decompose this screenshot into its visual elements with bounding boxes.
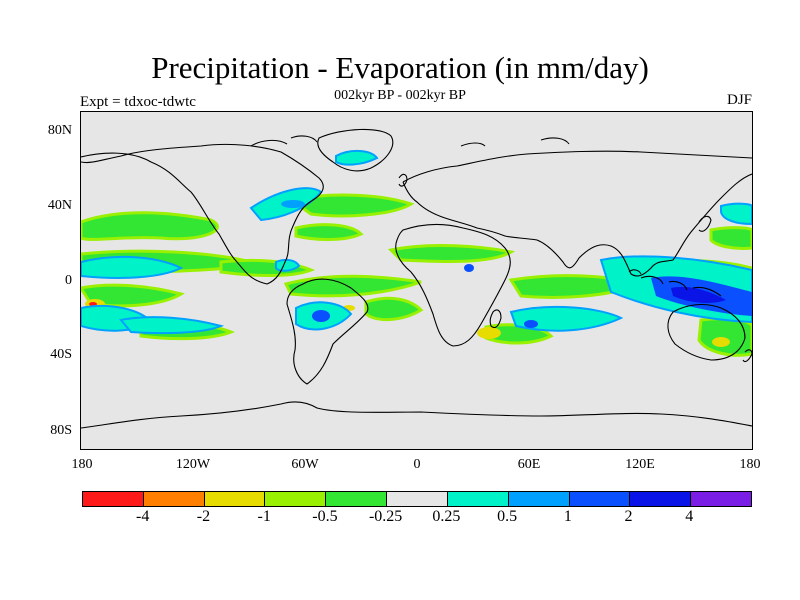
experiment-label: Expt = tdxoc-tdwtc xyxy=(80,94,196,110)
new-zealand-outline xyxy=(742,349,752,363)
north-atlantic-dry-patch xyxy=(287,193,415,218)
lat-tick-40s: 40S xyxy=(50,347,72,362)
colorbar-swatch xyxy=(326,492,388,506)
lat-tick-80n: 80N xyxy=(47,123,72,138)
arctic-islands-outline xyxy=(250,135,570,147)
south-america-blue-core xyxy=(312,310,330,322)
lon-tick-60e: 60E xyxy=(517,457,541,472)
africa-equatorial-dry-band xyxy=(387,244,516,264)
field-strong-positive xyxy=(281,200,752,328)
colorbar-swatch xyxy=(447,492,509,506)
colorbar-label: -4 xyxy=(136,508,150,525)
lat-tick-40n: 40N xyxy=(47,198,72,213)
south-america-outline xyxy=(286,278,369,385)
map-panel xyxy=(80,111,753,450)
arctic-wet-patch xyxy=(335,150,379,166)
lon-tick-180e: 180 xyxy=(739,457,761,472)
east-pacific-wet-patch xyxy=(275,258,301,272)
lon-tick-60w: 60W xyxy=(291,457,319,472)
africa-outline xyxy=(395,223,511,347)
madagascar-outline xyxy=(489,309,502,329)
atlantic-subtropical-patch xyxy=(294,223,364,241)
eurasia-outline xyxy=(402,150,752,277)
lat-tick-0: 0 xyxy=(65,273,72,288)
lat-tick-80s: 80S xyxy=(50,423,72,438)
indian-ocean-wet-band xyxy=(509,305,624,332)
greenland-outline xyxy=(317,128,394,172)
south-africa-yellow xyxy=(477,327,501,339)
north-atlantic-blue-core xyxy=(281,200,305,208)
maritime-continent-deep-core xyxy=(671,286,726,303)
north-pacific-dry-band xyxy=(81,211,219,241)
colorbar-label: 0.5 xyxy=(497,508,518,525)
north-pacific-west-patch xyxy=(709,226,752,250)
world-map xyxy=(81,128,752,429)
plot-title: Precipitation - Evaporation (in mm/day) xyxy=(151,50,649,85)
australia-outline xyxy=(667,303,746,361)
season-label: DJF xyxy=(726,92,752,108)
colorbar-swatch xyxy=(83,492,144,506)
north-pacific-wet-patch xyxy=(81,255,184,279)
colorbar-label: 4 xyxy=(685,508,694,525)
north-pacific-east-wet xyxy=(720,202,752,226)
maritime-continent-islands xyxy=(628,269,722,297)
australia-dry-patch xyxy=(697,317,752,357)
indian-ocean-blue-core xyxy=(524,320,538,328)
colorbar-label: 2 xyxy=(624,508,633,525)
colorbar xyxy=(82,491,752,507)
colorbar-label: -0.5 xyxy=(312,508,338,525)
colorbar-swatch xyxy=(387,492,448,506)
plot-subtitle: 002kyr BP - 002kyr BP xyxy=(334,88,466,103)
antarctica-outline xyxy=(81,401,752,429)
lon-tick-0: 0 xyxy=(413,457,421,472)
colorbar-swatch xyxy=(204,492,266,506)
colorbar-swatch xyxy=(508,492,570,506)
colorbar-swatch xyxy=(143,492,205,506)
colorbar-label: 1 xyxy=(563,508,572,525)
colorbar-label: 0.25 xyxy=(432,508,461,525)
australia-yellow xyxy=(712,337,730,347)
japan-outline xyxy=(698,215,712,232)
lon-tick-120e: 120E xyxy=(625,457,655,472)
colorbar-swatch xyxy=(569,492,631,506)
sw-pacific-red xyxy=(89,302,97,306)
lon-tick-120w: 120W xyxy=(175,457,211,472)
coastlines xyxy=(81,128,752,429)
colorbar-label: -1 xyxy=(257,508,271,525)
colorbar-swatch xyxy=(630,492,692,506)
colorbar-swatch xyxy=(691,492,751,506)
british-isles-outline xyxy=(398,173,408,187)
colorbar-swatch xyxy=(265,492,327,506)
pacific-wet-band xyxy=(119,316,225,335)
colorbar-label: -2 xyxy=(196,508,211,525)
colorbar-label: -0.25 xyxy=(368,508,403,525)
lon-tick-180w: 180 xyxy=(71,457,93,472)
africa-blue-core xyxy=(464,264,474,272)
south-atlantic-dry-patch xyxy=(364,296,424,321)
field-moderate-negative xyxy=(85,299,730,347)
equatorial-atlantic-dry-band xyxy=(283,274,422,298)
north-america-outline xyxy=(81,143,324,285)
